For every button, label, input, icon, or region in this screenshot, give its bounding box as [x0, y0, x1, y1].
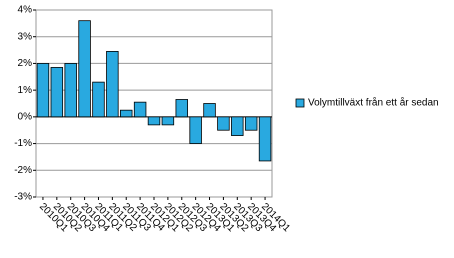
- bar: [50, 67, 64, 118]
- y-tick-label: 1%: [18, 85, 33, 96]
- legend-swatch: [295, 98, 305, 108]
- legend-label: Volymtillväxt från ett år sedan: [308, 97, 439, 109]
- bar: [175, 99, 188, 118]
- bar: [189, 116, 202, 144]
- bar: [161, 116, 175, 126]
- bar: [120, 109, 133, 118]
- bar: [147, 116, 161, 126]
- bar: [133, 101, 147, 118]
- bar: [78, 20, 91, 118]
- bar: [258, 116, 272, 162]
- bar: [203, 103, 216, 118]
- y-tick-label: -1%: [14, 138, 32, 149]
- bar: [217, 116, 230, 131]
- y-tick-label: 2%: [18, 58, 33, 69]
- bar: [36, 63, 50, 118]
- y-tick-label: 3%: [18, 31, 33, 42]
- y-tick-label: 0%: [18, 111, 33, 122]
- bar: [244, 116, 258, 131]
- bar: [92, 81, 105, 118]
- y-tick-label: -2%: [14, 165, 32, 176]
- bar: [231, 116, 244, 136]
- bar: [106, 51, 119, 118]
- y-tick-label: -3%: [14, 192, 32, 203]
- y-tick-label: 4%: [18, 5, 33, 16]
- bar: [64, 63, 77, 118]
